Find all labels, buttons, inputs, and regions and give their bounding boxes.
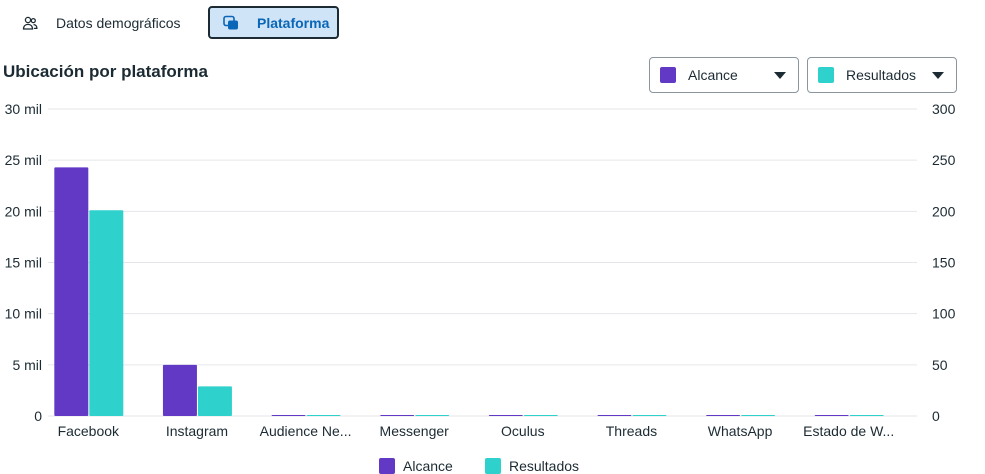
- y-right-tick-label: 0: [932, 408, 940, 424]
- reach-metric-dropdown[interactable]: Alcance: [649, 57, 799, 93]
- y-left-tick-label: 10 mil: [5, 306, 42, 322]
- bar-reach-3: [271, 415, 306, 416]
- y-left-tick-label: 30 mil: [5, 101, 42, 117]
- bar-results-8: [849, 415, 884, 416]
- results-dropdown-label: Resultados: [846, 67, 917, 83]
- x-tick-label: Messenger: [380, 423, 450, 439]
- tab-demographics[interactable]: Datos demográficos: [8, 6, 195, 39]
- legend-label: Resultados: [509, 458, 579, 474]
- bar-reach-7: [706, 415, 741, 416]
- y-right-tick-label: 100: [932, 306, 956, 322]
- x-tick-label: Threads: [606, 423, 657, 439]
- bar-reach-1: [54, 167, 89, 416]
- bar-results-6: [632, 415, 667, 416]
- y-right-tick-label: 300: [932, 101, 956, 117]
- y-left-tick-label: 0: [34, 408, 42, 424]
- chart-title: Ubicación por plataforma: [3, 62, 208, 81]
- legend-label: Alcance: [403, 458, 453, 474]
- bar-results-2: [197, 386, 232, 416]
- x-tick-label: Facebook: [58, 423, 120, 439]
- reach-dropdown-label: Alcance: [688, 67, 738, 83]
- y-left-tick-label: 25 mil: [5, 152, 42, 168]
- results-metric-dropdown[interactable]: Resultados: [807, 57, 957, 93]
- tab-platform[interactable]: Plataforma: [208, 6, 339, 39]
- bar-results-4: [415, 415, 450, 416]
- bar-results-1: [89, 210, 124, 416]
- x-tick-label: Oculus: [501, 423, 545, 439]
- bar-results-7: [741, 415, 776, 416]
- y-left-tick-label: 5 mil: [12, 357, 42, 373]
- y-right-tick-label: 250: [932, 152, 956, 168]
- x-tick-label: Estado de W...: [803, 423, 894, 439]
- reach-color-swatch: [660, 67, 676, 83]
- bar-results-3: [306, 415, 341, 416]
- y-right-tick-label: 200: [932, 203, 956, 219]
- y-right-tick-label: 50: [932, 357, 948, 373]
- y-left-tick-label: 20 mil: [5, 203, 42, 219]
- legend-swatch: [485, 458, 501, 474]
- bar-reach-2: [162, 364, 197, 416]
- y-right-tick-label: 150: [932, 255, 956, 271]
- bar-reach-6: [597, 415, 632, 416]
- caret-down-icon: [774, 72, 786, 79]
- x-tick-label: Audience Ne...: [260, 423, 352, 439]
- y-left-tick-label: 15 mil: [5, 255, 42, 271]
- bar-results-5: [523, 415, 558, 416]
- results-color-swatch: [818, 67, 834, 83]
- bar-reach-4: [380, 415, 415, 416]
- legend-swatch: [379, 458, 395, 474]
- bar-reach-5: [488, 415, 523, 416]
- bar-reach-8: [814, 415, 849, 416]
- caret-down-icon: [932, 72, 944, 79]
- x-tick-label: Instagram: [166, 423, 228, 439]
- platforms-icon: [223, 15, 239, 31]
- tab-demographics-label: Datos demográficos: [56, 14, 181, 31]
- people-icon: [22, 15, 38, 31]
- x-tick-label: WhatsApp: [708, 423, 773, 439]
- tab-platform-label: Plataforma: [257, 14, 330, 31]
